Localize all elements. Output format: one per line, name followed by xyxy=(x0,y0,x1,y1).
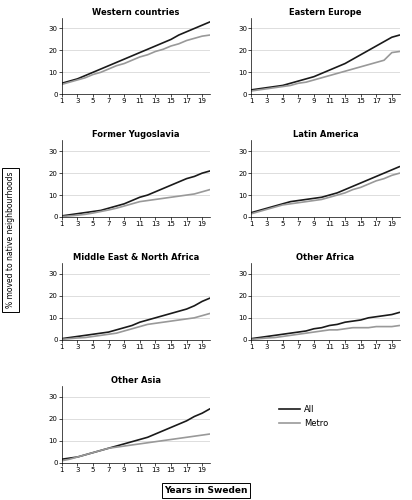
Title: Middle East & North Africa: Middle East & North Africa xyxy=(73,253,199,262)
Title: Former Yugoslavia: Former Yugoslavia xyxy=(92,130,180,140)
Title: Other Asia: Other Asia xyxy=(111,376,161,385)
Text: % moved to native neighbourhoods: % moved to native neighbourhoods xyxy=(6,172,15,308)
Legend: All, Metro: All, Metro xyxy=(275,402,331,431)
Title: Western countries: Western countries xyxy=(92,8,180,16)
Title: Eastern Europe: Eastern Europe xyxy=(289,8,362,16)
Title: Latin America: Latin America xyxy=(293,130,358,140)
Text: Years in Sweden: Years in Sweden xyxy=(164,486,248,495)
Title: Other Africa: Other Africa xyxy=(297,253,355,262)
